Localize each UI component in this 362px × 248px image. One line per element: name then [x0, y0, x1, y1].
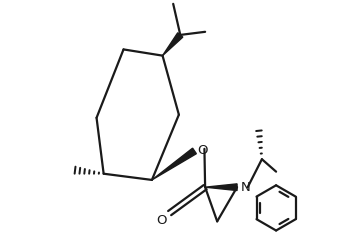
Text: O: O — [197, 144, 207, 157]
Text: O: O — [157, 214, 167, 227]
Polygon shape — [152, 148, 196, 180]
Polygon shape — [205, 184, 237, 190]
Text: N: N — [241, 181, 251, 194]
Polygon shape — [163, 33, 183, 56]
